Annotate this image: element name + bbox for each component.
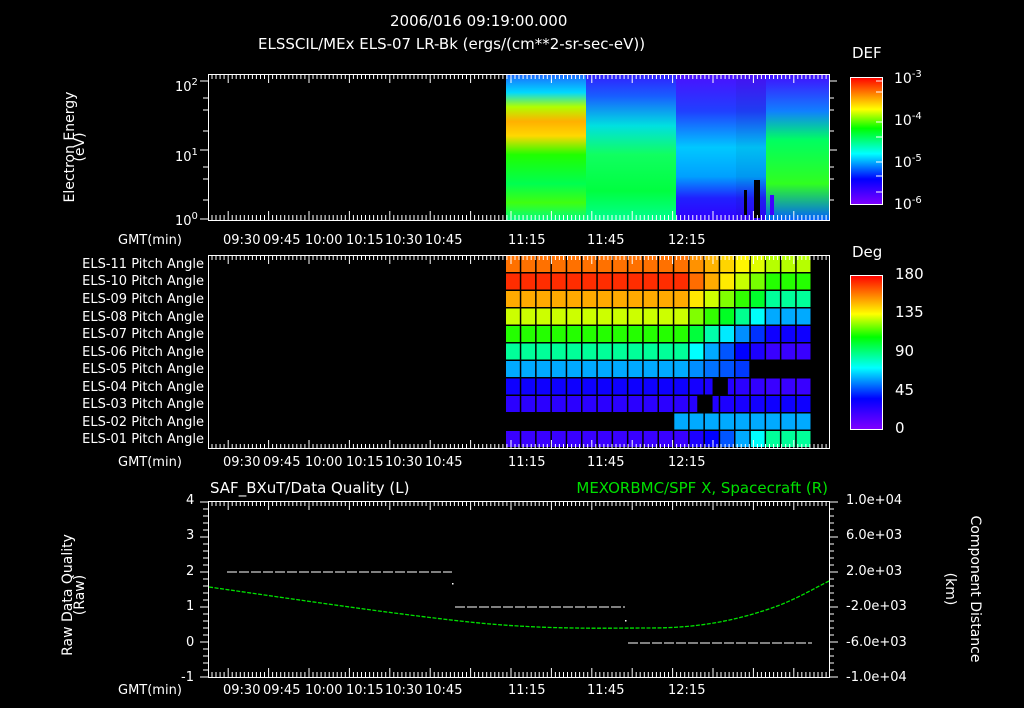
row-label-els-09: ELS-09 Pitch Angle (82, 292, 204, 307)
panel3-title-left: SAF_BXuT/Data Quality (L) (210, 479, 410, 497)
xtick-label: 10:15 (346, 683, 384, 698)
xtick-label: 10:00 (305, 233, 343, 248)
plot-subtitle: ELSSCIL/MEx ELS-07 LR-Bk (ergs/(cm**2-sr… (258, 35, 646, 53)
ytick-right-neg1e4: -1.0e+04 (846, 670, 907, 685)
panel3-yunits-right: (km) (942, 572, 958, 606)
xtick-label: 11:45 (587, 455, 625, 470)
def-colorbar-title: DEF (852, 44, 882, 62)
xtick-label: 10:15 (346, 455, 384, 470)
ytick-right-6e3: 6.0e+03 (846, 528, 903, 543)
xtick-label: 09:45 (263, 683, 301, 698)
xtick-label: 11:45 (587, 233, 625, 248)
ytick-1: 100 (175, 211, 198, 229)
xtick-label: 10:00 (305, 683, 343, 698)
xtick-label: 11:15 (508, 455, 546, 470)
deg-colorbar-title: Deg (852, 243, 883, 261)
row-label-els-08: ELS-08 Pitch Angle (82, 310, 204, 325)
xtick-label: 10:30 (385, 233, 423, 248)
row-label-els-02: ELS-02 Pitch Angle (82, 415, 204, 430)
def-tick-1e-5: 10-5 (894, 153, 922, 171)
xtick-label: 10:45 (425, 455, 463, 470)
ytick-left-neg1: -1 (181, 670, 194, 685)
def-tick-1e-3: 10-3 (894, 69, 922, 87)
xtick-label: 10:15 (346, 233, 384, 248)
xtick-label: 09:30 (223, 455, 261, 470)
xtick-label: 12:15 (668, 233, 706, 248)
xtick-label: 12:15 (668, 455, 706, 470)
row-label-els-11: ELS-11 Pitch Angle (82, 257, 204, 272)
ytick-100: 102 (175, 77, 198, 95)
xtick-label: 11:15 (508, 233, 546, 248)
xtick-label: 09:45 (263, 233, 301, 248)
ytick-left-4: 4 (186, 493, 195, 508)
ytick-right-neg6e3: -6.0e+03 (846, 635, 907, 650)
def-tick-1e-4: 10-4 (894, 111, 922, 129)
row-label-els-03: ELS-03 Pitch Angle (82, 397, 204, 412)
deg-tick-45: 45 (895, 381, 915, 399)
ytick-left-1: 1 (186, 599, 195, 614)
plot-datetime: 2006/016 09:19:00.000 (390, 12, 568, 30)
deg-tick-90: 90 (895, 342, 915, 360)
row-label-els-05: ELS-05 Pitch Angle (82, 362, 204, 377)
row-label-els-01: ELS-01 Pitch Angle (82, 432, 204, 447)
xtick-label: 12:15 (668, 683, 706, 698)
panel3-title-right: MEXORBMC/SPF X, Spacecraft (R) (576, 479, 828, 497)
xtick-label: 10:30 (385, 455, 423, 470)
xtick-label: 09:45 (263, 455, 301, 470)
deg-tick-0: 0 (895, 419, 905, 437)
xtick-label: 10:45 (425, 683, 463, 698)
ytick-right-2e3: 2.0e+03 (846, 564, 903, 579)
panel3-yunits-left: (Raw) (72, 574, 88, 616)
row-label-els-06: ELS-06 Pitch Angle (82, 345, 204, 360)
ytick-right-neg2e3: -2.0e+03 (846, 599, 907, 614)
panel3-xlabel: GMT(min) (118, 683, 182, 698)
panel2-xlabel: GMT(min) (118, 455, 182, 470)
row-label-els-04: ELS-04 Pitch Angle (82, 380, 204, 395)
xtick-label: 11:45 (587, 683, 625, 698)
xtick-label: 11:15 (508, 683, 546, 698)
def-tick-1e-6: 10-6 (894, 195, 922, 213)
deg-tick-135: 135 (895, 303, 924, 321)
xtick-label: 10:00 (305, 455, 343, 470)
ytick-left-2: 2 (186, 564, 195, 579)
row-label-els-10: ELS-10 Pitch Angle (82, 274, 204, 289)
panel3-ylabel-right: Component Distance (967, 515, 983, 663)
pitch-angle-grid (506, 256, 811, 447)
xtick-label: 10:30 (385, 683, 423, 698)
xtick-label: 10:45 (425, 233, 463, 248)
xtick-label: 09:30 (223, 683, 261, 698)
ytick-10: 101 (175, 147, 198, 165)
ytick-left-0: 0 (186, 635, 195, 650)
panel1-xlabel: GMT(min) (118, 233, 182, 248)
ytick-left-3: 3 (186, 528, 195, 543)
xtick-label: 09:30 (223, 233, 261, 248)
ytick-right-1e4: 1.0e+04 (846, 493, 903, 508)
row-label-els-07: ELS-07 Pitch Angle (82, 327, 204, 342)
deg-tick-180: 180 (895, 265, 924, 283)
